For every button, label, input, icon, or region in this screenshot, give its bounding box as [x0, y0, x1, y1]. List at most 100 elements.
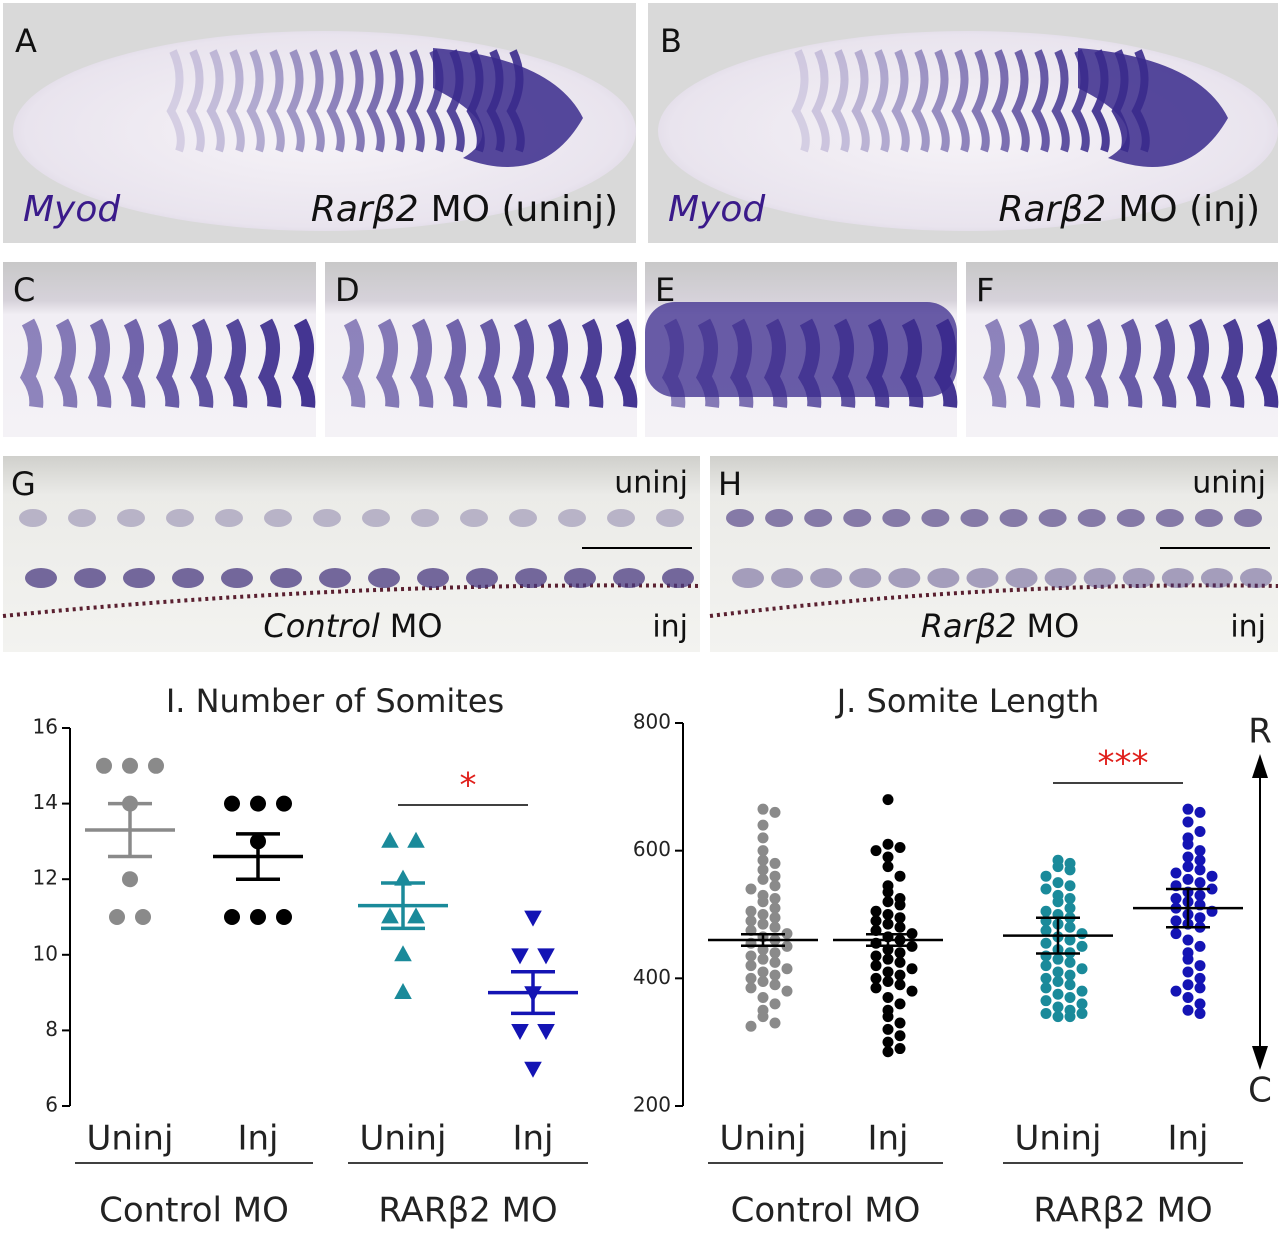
- somite-section: [1155, 509, 1184, 527]
- somite-stripe: [477, 318, 502, 408]
- somite-section: [1044, 568, 1077, 588]
- data-point: [745, 982, 757, 994]
- somite-stripe: [1050, 318, 1075, 408]
- data-point: [769, 870, 781, 882]
- data-point: [894, 1017, 906, 1029]
- data-point: [109, 909, 125, 925]
- data-point: [1064, 969, 1076, 981]
- data-point: [394, 945, 412, 962]
- y-tick-label: 8: [45, 1017, 58, 1041]
- data-point: [1194, 889, 1206, 901]
- data-point: [1170, 928, 1182, 940]
- data-point: [1194, 1007, 1206, 1019]
- panel-label: A: [15, 22, 37, 60]
- data-point: [894, 912, 906, 924]
- data-point: [870, 972, 882, 984]
- somite-section: [172, 568, 204, 588]
- data-point: [882, 909, 894, 920]
- somite-section: [1240, 568, 1272, 588]
- panel-label: B: [660, 22, 682, 60]
- data-point: [769, 806, 781, 818]
- data-point: [1194, 972, 1206, 984]
- data-point: [906, 963, 918, 975]
- somite-section: [270, 568, 302, 588]
- data-point: [1040, 924, 1052, 936]
- somite-section: [417, 568, 449, 588]
- somite-stripe: [409, 318, 434, 408]
- somite-section: [960, 509, 989, 527]
- axis-end-label: R: [1248, 712, 1272, 752]
- panel-label: D: [335, 271, 360, 309]
- x-tick-label: Uninj: [360, 1119, 447, 1159]
- data-point: [1052, 896, 1064, 908]
- somite-section: [264, 509, 292, 527]
- somite-stripe: [186, 49, 205, 153]
- y-tick-label: 800: [633, 710, 671, 734]
- data-point: [122, 871, 138, 888]
- data-point: [1052, 1011, 1064, 1023]
- data-point: [1076, 1007, 1088, 1019]
- data-point: [1076, 998, 1088, 1010]
- data-point: [906, 928, 918, 940]
- somite-stripe: [341, 318, 366, 408]
- somite-stripe: [257, 318, 282, 408]
- data-point: [769, 902, 781, 914]
- data-point: [757, 909, 769, 920]
- somite-stripe: [1220, 318, 1245, 408]
- data-point: [769, 969, 781, 981]
- data-point: [1182, 816, 1194, 828]
- data-point: [757, 976, 769, 988]
- data-point: [1182, 838, 1194, 850]
- y-tick-label: 200: [633, 1093, 671, 1117]
- data-point: [1040, 883, 1052, 895]
- somite-stripe: [226, 49, 245, 153]
- data-point: [757, 819, 769, 831]
- somite-stripe: [346, 49, 365, 153]
- data-point: [1194, 998, 1206, 1010]
- somite-section: [411, 509, 439, 527]
- panel-label: C: [13, 271, 35, 309]
- condition-label: Control MO: [263, 607, 442, 645]
- data-point: [1040, 937, 1052, 949]
- data-point: [1170, 985, 1182, 997]
- data-point: [524, 910, 542, 927]
- somite-stripe: [291, 318, 316, 408]
- photo-panel: E: [645, 262, 958, 437]
- somite-stripe: [155, 318, 180, 408]
- data-point: [1040, 905, 1052, 917]
- somite-stripe: [1084, 318, 1109, 408]
- significance-label: *: [460, 766, 477, 806]
- somite-section: [882, 509, 911, 527]
- somite-stripe: [246, 49, 265, 153]
- data-point: [1170, 915, 1182, 927]
- somite-stripe: [931, 49, 950, 153]
- data-point: [1182, 934, 1194, 946]
- significance-label: ***: [1098, 744, 1149, 784]
- somite-stripe: [266, 49, 285, 153]
- somite-stripe: [443, 318, 468, 408]
- data-point: [894, 870, 906, 882]
- somite-stripe: [1152, 318, 1177, 408]
- somite-section: [466, 568, 498, 588]
- y-tick-label: 6: [45, 1093, 58, 1117]
- panel-label: H: [718, 465, 742, 503]
- somite-section: [1194, 509, 1223, 527]
- somite-section: [25, 568, 57, 588]
- somite-stripe: [851, 49, 870, 153]
- somite-section: [849, 568, 882, 588]
- somite-section: [613, 568, 645, 588]
- somite-section: [999, 509, 1028, 527]
- data-point: [1182, 991, 1194, 1003]
- somite-section: [368, 568, 400, 588]
- data-point: [882, 991, 894, 1003]
- somite-stripe: [797, 318, 822, 408]
- group-label: RARβ2 MO: [1033, 1191, 1212, 1231]
- gene-label: Control: [263, 607, 379, 645]
- somite-section: [74, 568, 106, 588]
- data-point: [757, 1011, 769, 1023]
- somite-stripe: [831, 318, 856, 408]
- somite-stripe: [899, 318, 924, 408]
- y-tick-label: 14: [33, 790, 58, 814]
- somite-stripe: [982, 318, 1007, 408]
